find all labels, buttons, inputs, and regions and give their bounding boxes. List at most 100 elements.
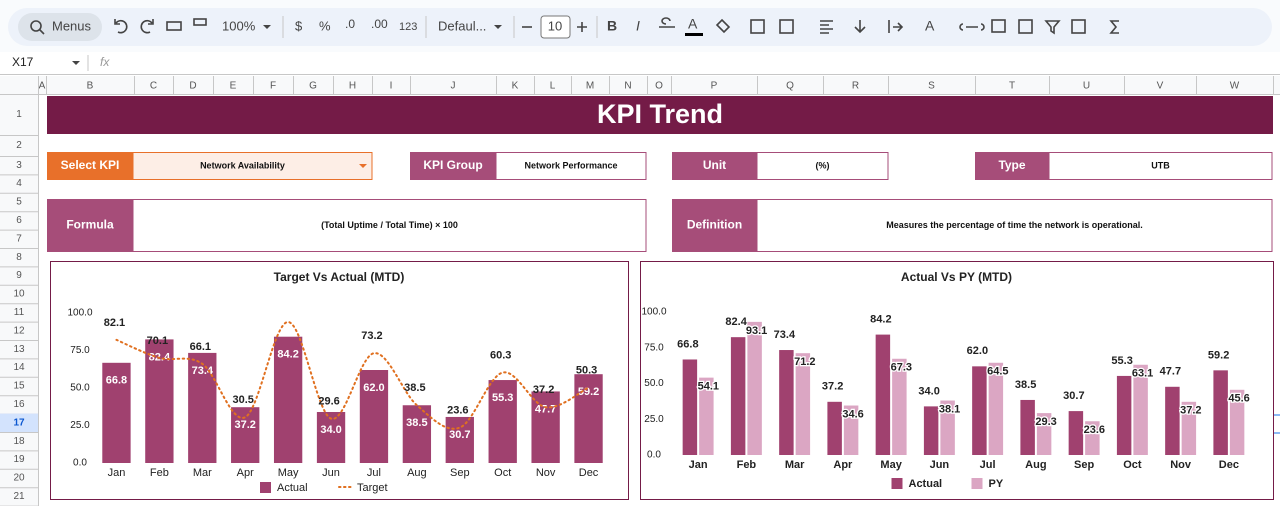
font-size[interactable]: 10 — [548, 18, 562, 33]
strikethrough-button[interactable] — [659, 17, 675, 28]
print-icon[interactable] — [166, 21, 182, 31]
bar — [843, 405, 859, 455]
bold-button[interactable]: B — [607, 18, 617, 34]
zoom[interactable]: 100% — [222, 18, 256, 33]
search-icon-handle — [39, 29, 45, 35]
bar — [445, 416, 474, 463]
x-tick-label: Oct — [1123, 459, 1142, 471]
x-tick-label: Apr — [237, 467, 254, 479]
row-header: 6 — [16, 215, 22, 226]
data-label: 34.0 — [918, 385, 939, 397]
column-header: T — [1009, 81, 1015, 92]
chart-button[interactable] — [1018, 19, 1033, 34]
fill-color-button[interactable] — [715, 18, 731, 34]
data-label: 37.2 — [234, 419, 255, 431]
x-tick-label: Dec — [579, 467, 599, 479]
link-button[interactable] — [959, 23, 985, 31]
bar — [892, 358, 907, 455]
field-value: (Total Uptime / Total Time) × 100 — [321, 220, 458, 230]
field-label: KPI Group — [423, 158, 482, 172]
italic-button[interactable]: I — [636, 18, 640, 34]
name-box-dropdown[interactable] — [72, 61, 80, 65]
bar — [1068, 411, 1084, 455]
field-value-cell — [132, 152, 373, 180]
data-label: 73.2 — [361, 330, 382, 342]
zoom-dropdown[interactable] — [263, 25, 271, 29]
data-label: 29.3 — [1035, 416, 1056, 428]
column-header-bar — [0, 76, 1280, 94]
font-dropdown[interactable] — [494, 25, 502, 29]
row-header: 7 — [16, 233, 22, 244]
currency-format[interactable]: $ — [295, 18, 303, 33]
bar — [359, 370, 389, 463]
data-label: 60.3 — [490, 349, 511, 361]
data-label: 29.6 — [318, 396, 339, 408]
increase-decimal[interactable]: .00 — [371, 17, 388, 31]
data-label: 37.2 — [533, 384, 554, 396]
number-format[interactable]: 123 — [399, 21, 417, 33]
row-header: 9 — [16, 270, 22, 281]
field-value-cell — [756, 199, 1273, 252]
formula-bar — [0, 52, 1280, 74]
x-tick-label: Aug — [1025, 459, 1046, 471]
data-label: 37.2 — [1180, 405, 1201, 417]
x-tick-label: Apr — [833, 459, 853, 471]
x-tick-label: Jan — [689, 459, 708, 471]
menu-search[interactable] — [18, 13, 102, 41]
sheet-title: KPI Trend — [597, 99, 723, 129]
data-label: 55.3 — [1111, 355, 1132, 367]
valign-button[interactable] — [854, 20, 866, 34]
row-header-bar — [0, 94, 38, 506]
field-value-cell — [756, 152, 889, 180]
line-series — [115, 320, 590, 430]
x-tick-label: Jul — [980, 459, 996, 471]
undo-icon[interactable] — [114, 19, 128, 34]
menu-search-text[interactable]: Menus — [52, 18, 92, 33]
borders-button[interactable] — [750, 19, 765, 34]
font-family[interactable]: Defaul... — [438, 18, 486, 33]
data-label: 30.7 — [1063, 390, 1084, 402]
comment-button[interactable] — [991, 19, 1006, 33]
filter-button[interactable] — [1044, 20, 1061, 35]
field-dropdown[interactable] — [359, 164, 367, 168]
redo-icon[interactable] — [140, 19, 154, 34]
x-tick-label: Oct — [494, 467, 511, 479]
x-tick-label: Feb — [737, 459, 757, 471]
column-header: W — [1230, 81, 1240, 92]
wrap-button[interactable] — [888, 20, 904, 33]
bar — [988, 362, 1004, 455]
field-label: Select KPI — [61, 158, 120, 172]
x-tick-label: Jul — [367, 467, 381, 479]
field-label: Formula — [66, 218, 114, 232]
legend-label: PY — [989, 478, 1004, 490]
decrease-decimal[interactable]: .0 — [345, 17, 355, 31]
bar — [1165, 386, 1180, 455]
data-label: 50.3 — [576, 364, 597, 376]
column-header: Q — [786, 81, 794, 92]
text-rotation-button[interactable]: A — [925, 18, 935, 34]
x-tick-label: Mar — [785, 459, 805, 471]
merge-button[interactable] — [779, 19, 794, 34]
data-label: 63.1 — [1132, 368, 1153, 380]
row-header: 2 — [16, 140, 22, 151]
bar — [682, 359, 698, 455]
bar — [1036, 413, 1052, 455]
paint-format-icon[interactable] — [193, 18, 207, 26]
data-label: 59.2 — [578, 386, 599, 398]
percent-format[interactable]: % — [319, 18, 331, 33]
y-tick-label: 25.0 — [70, 420, 90, 431]
align-button[interactable] — [820, 20, 833, 34]
bar — [231, 407, 260, 463]
font-size-box[interactable] — [540, 15, 571, 39]
row-header: 4 — [16, 178, 22, 189]
increase-font-size[interactable] — [577, 22, 587, 32]
text-color-button[interactable]: A — [688, 16, 698, 32]
name-box[interactable]: X17 — [12, 55, 34, 69]
bar — [273, 336, 303, 463]
y-tick-label: 0.0 — [73, 458, 87, 469]
row-header: 12 — [13, 325, 25, 336]
table-button[interactable] — [1071, 19, 1086, 34]
data-label: 71.2 — [794, 356, 815, 368]
column-header: P — [711, 81, 718, 92]
functions-button[interactable] — [1109, 20, 1119, 34]
